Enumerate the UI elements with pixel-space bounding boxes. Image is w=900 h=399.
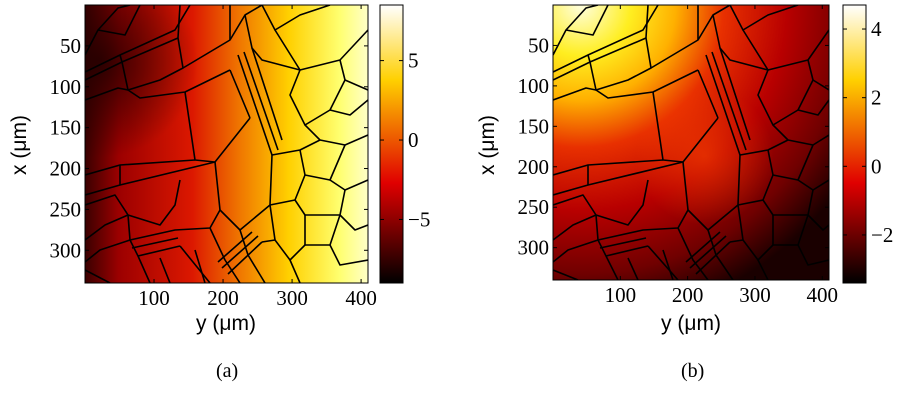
- xlabel-b: y (μm): [661, 312, 721, 335]
- colorbar-b: [842, 4, 867, 284]
- grain-boundaries-a: [85, 5, 368, 283]
- caption-a: (a): [216, 360, 239, 382]
- y-tick-label-a: 200: [50, 157, 82, 181]
- colorbar-tick-label-b: −2: [871, 223, 893, 247]
- y-tick-label-a: 250: [50, 197, 82, 221]
- ticks-a: 100 200 300 400 50 100 150 200 250 300: [50, 5, 377, 310]
- y-tick-label-b: 200: [518, 155, 550, 179]
- x-tick-label-b: 100: [605, 283, 637, 307]
- y-tick-label-a: 300: [50, 238, 82, 262]
- x-tick-label-b: 400: [807, 283, 839, 307]
- y-tick-label-b: 50: [528, 33, 549, 57]
- colorbar-tick-label-a: 5: [408, 49, 419, 73]
- x-tick-label-a: 300: [276, 286, 308, 310]
- x-tick-label-b: 300: [739, 283, 771, 307]
- y-tick-label-b: 300: [518, 236, 550, 260]
- heatmap-a: [85, 5, 368, 283]
- x-tick-label-a: 400: [345, 286, 377, 310]
- x-tick-label-b: 200: [672, 283, 704, 307]
- colorbar-ticks-a: 5 0 −5: [380, 49, 430, 231]
- colorbar-tick-label-a: −5: [408, 207, 430, 231]
- panel-b: 100 200 300 400 50 100 150 200 250 300 y (μm) x (…: [476, 4, 893, 335]
- y-tick-label-a: 150: [50, 116, 82, 140]
- heatmap-b: [553, 5, 829, 280]
- xlabel-a: y (μm): [196, 312, 256, 335]
- colorbar-tick-label-b: 2: [871, 86, 882, 110]
- y-tick-label-a: 50: [60, 34, 81, 58]
- ylabel-b: x (μm): [476, 115, 499, 175]
- plot-frame-a: [84, 4, 369, 284]
- y-tick-label-b: 100: [518, 74, 550, 98]
- x-tick-label-a: 100: [138, 286, 170, 310]
- x-tick-label-a: 200: [207, 286, 239, 310]
- y-tick-label-a: 100: [50, 75, 82, 99]
- colorbar-tick-label-b: 0: [871, 154, 882, 178]
- colorbar-tick-label-a: 0: [408, 128, 419, 152]
- colorbar-tick-label-b: 4: [871, 17, 882, 41]
- y-tick-label-b: 250: [518, 195, 550, 219]
- ticks-b: 100 200 300 400 50 100 150 200 250 300: [518, 5, 839, 307]
- y-tick-label-b: 150: [518, 114, 550, 138]
- ylabel-a: x (μm): [8, 115, 31, 175]
- grain-boundaries-b: [553, 5, 829, 280]
- plot-frame-b: [552, 4, 830, 281]
- colorbar-a: [379, 4, 404, 284]
- caption-b: (b): [681, 360, 705, 382]
- colorbar-ticks-b: 4 2 0 −2: [843, 17, 893, 247]
